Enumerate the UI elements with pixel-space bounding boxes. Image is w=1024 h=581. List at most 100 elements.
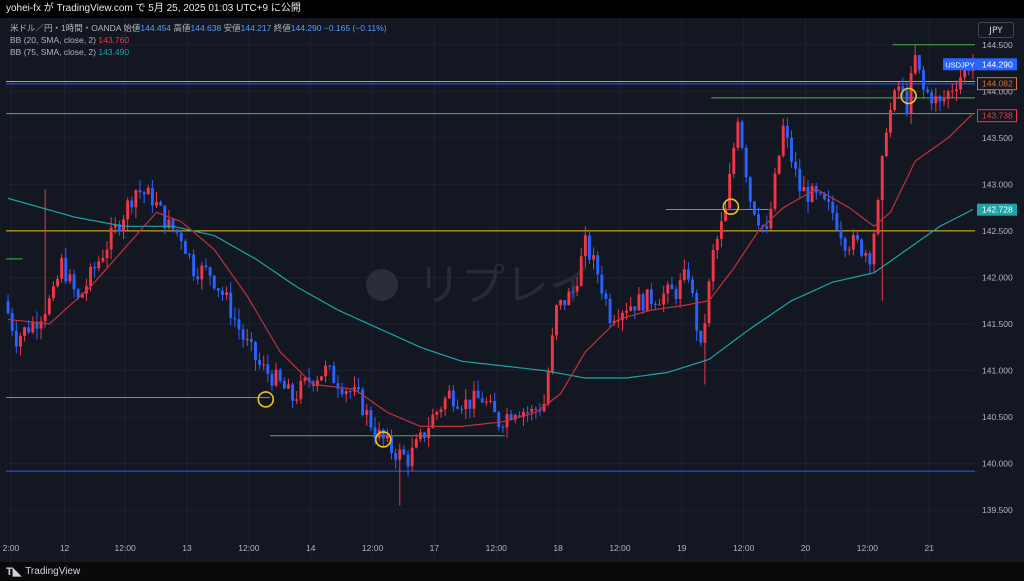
candle — [950, 83, 954, 98]
candle — [179, 229, 183, 250]
candle — [381, 428, 385, 447]
candle — [35, 311, 39, 340]
candle-body — [707, 281, 711, 324]
candle — [955, 80, 958, 102]
candle — [97, 256, 101, 272]
candle — [138, 180, 142, 199]
candle-body — [872, 233, 876, 265]
highlight-circle — [722, 198, 740, 216]
candle — [501, 424, 505, 433]
candle — [142, 190, 146, 204]
candle-body — [14, 330, 18, 347]
price-badge — [977, 58, 1017, 71]
candle — [930, 88, 934, 111]
price-tick-label: 144.000 — [982, 86, 1013, 96]
candle — [414, 434, 418, 449]
candle — [291, 382, 295, 409]
candle — [769, 201, 773, 231]
candle — [889, 102, 892, 138]
candle — [575, 277, 579, 297]
candle — [732, 142, 736, 179]
candle-body — [563, 300, 567, 306]
candle-body — [798, 168, 802, 192]
candle — [249, 331, 253, 352]
candle-body — [299, 380, 303, 400]
candle-body — [880, 156, 884, 200]
candle — [328, 364, 332, 371]
candle — [93, 262, 97, 278]
candle — [876, 197, 880, 236]
candle-body — [604, 293, 608, 299]
candle-body — [324, 365, 328, 377]
candle — [357, 378, 360, 394]
candle-body — [381, 429, 385, 439]
candle-body — [266, 364, 270, 375]
candle-body — [365, 410, 369, 416]
candle-body — [501, 426, 505, 428]
candle — [175, 228, 179, 237]
candle-body — [60, 257, 64, 279]
candle — [831, 195, 835, 221]
candle — [835, 204, 839, 232]
time-tick-label: 12:00 — [362, 543, 384, 553]
candle-body — [6, 300, 10, 314]
legend-bb75: BB (75, SMA, close, 2) 143.490 — [10, 47, 130, 57]
candle-body — [649, 289, 653, 305]
candle — [113, 217, 117, 234]
chart-area[interactable]: リプレイ 144.500 144.000 143.500 143.000 142.500… — [0, 18, 1024, 562]
currency-button[interactable]: JPY — [978, 22, 1014, 38]
candle-body — [138, 190, 142, 193]
candle — [159, 200, 163, 206]
watermark-text: リプレイ — [417, 261, 593, 310]
candle-body — [423, 432, 426, 438]
candle — [274, 362, 278, 388]
candle-body — [761, 225, 765, 227]
candle — [522, 408, 525, 427]
candle-body — [155, 202, 158, 206]
time-tick-label: 19 — [677, 543, 687, 553]
candle-body — [208, 267, 212, 276]
candle — [827, 190, 831, 211]
candle-body — [150, 187, 154, 206]
candle — [122, 214, 125, 240]
candle — [583, 226, 587, 267]
candle — [592, 247, 596, 270]
publish-header: yohei-fx が TradingView.com で 5月 25, 2025… — [0, 0, 1024, 18]
candlestick-chart[interactable]: リプレイ 144.500 144.000 143.500 143.000 142.500… — [0, 18, 1024, 562]
candle-body — [645, 289, 649, 311]
candle-body — [835, 212, 839, 230]
candle — [530, 404, 534, 421]
candle — [241, 323, 245, 348]
candle — [851, 228, 855, 256]
candle-body — [262, 364, 266, 366]
candle — [905, 82, 909, 117]
price-label: 143.738 — [977, 109, 1017, 123]
candle-body — [934, 96, 938, 104]
candle — [505, 408, 509, 438]
candle — [901, 77, 905, 99]
highlight-circles — [257, 87, 917, 448]
candle-body — [942, 98, 946, 102]
candle-body — [414, 439, 418, 448]
candle-body — [97, 261, 101, 269]
candle-body — [340, 388, 344, 395]
candle-body — [93, 266, 97, 269]
candle — [221, 286, 224, 302]
candle-body — [167, 219, 171, 228]
candle — [464, 388, 468, 419]
candle — [497, 410, 501, 431]
candle-body — [76, 289, 80, 298]
candle — [563, 300, 567, 311]
candle-body — [588, 235, 591, 260]
candle — [460, 405, 464, 415]
candle-body — [670, 284, 674, 290]
candle-body — [555, 305, 558, 336]
symbol-badge — [943, 58, 977, 71]
candle-body — [785, 125, 789, 138]
candle — [917, 54, 921, 74]
candle-body — [278, 369, 282, 381]
time-tick-label: 12:00 — [238, 543, 260, 553]
candle-body — [493, 400, 497, 413]
candle — [621, 310, 624, 331]
candle-body — [443, 398, 447, 410]
